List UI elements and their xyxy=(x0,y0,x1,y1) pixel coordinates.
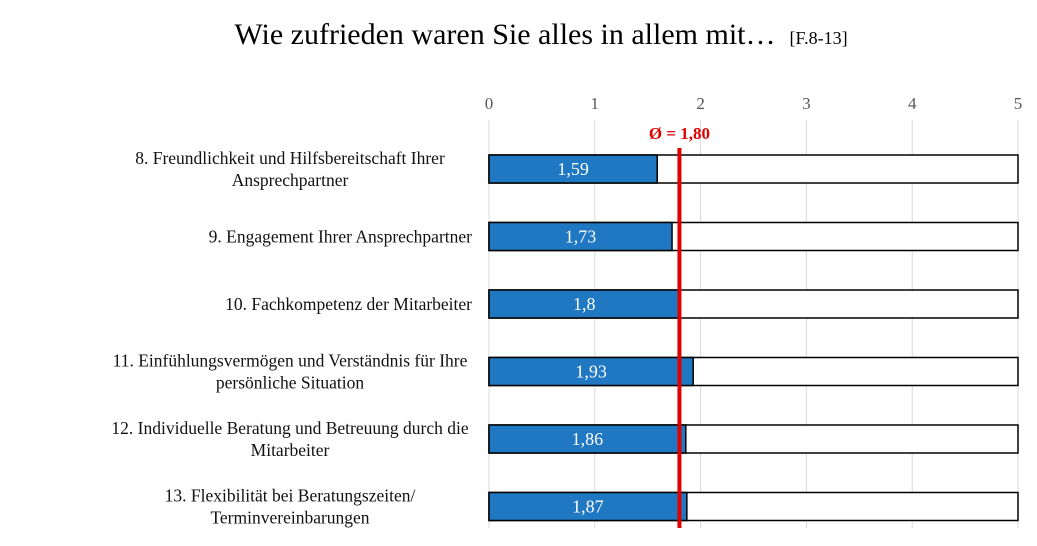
bar-value-label: 1,86 xyxy=(572,429,604,449)
x-tick-label: 0 xyxy=(485,94,494,113)
bars: 1,59 1,73 1,8 1,93 1,86 1,87 xyxy=(488,154,1019,522)
chart-title: Wie zufrieden waren Sie alles in allem m… xyxy=(234,18,847,51)
average-marker: Ø = 1,80 xyxy=(649,124,710,528)
bar xyxy=(488,424,687,454)
category-label: 10. Fachkompetenz der Mitarbeiter xyxy=(225,294,472,314)
x-tick-label: 4 xyxy=(908,94,917,113)
x-tick-label: 5 xyxy=(1014,94,1023,113)
category-labels: 8. Freundlichkeit und Hilfsbereitschaft … xyxy=(111,148,472,528)
x-axis-ticks: 0 1 2 3 4 5 xyxy=(485,94,1023,113)
category-label: 9. Engagement Ihrer Ansprechpartner xyxy=(209,227,473,247)
bar xyxy=(488,356,694,387)
bar-value-label: 1,73 xyxy=(565,227,597,247)
bar-value-label: 1,87 xyxy=(572,497,604,517)
x-tick-label: 2 xyxy=(696,94,705,113)
bar-value-label: 1,8 xyxy=(573,294,596,314)
x-tick-label: 3 xyxy=(802,94,811,113)
gridlines xyxy=(488,120,1019,528)
bar xyxy=(488,491,688,522)
bar xyxy=(488,221,673,252)
category-label: 12. Individuelle Beratung und Betreuung … xyxy=(111,418,468,460)
category-label: 13. Flexibilität bei Beratungszeiten/Ter… xyxy=(165,486,416,528)
average-label: Ø = 1,80 xyxy=(649,124,710,143)
bar xyxy=(488,154,658,184)
bar-value-label: 1,93 xyxy=(575,362,607,382)
x-tick-label: 1 xyxy=(591,94,600,113)
category-label: 11. Einfühlungsvermögen und Verständnis … xyxy=(113,351,468,393)
category-label: 8. Freundlichkeit und Hilfsbereitschaft … xyxy=(135,148,445,190)
bar xyxy=(488,289,681,319)
bar-value-label: 1,59 xyxy=(557,159,589,179)
